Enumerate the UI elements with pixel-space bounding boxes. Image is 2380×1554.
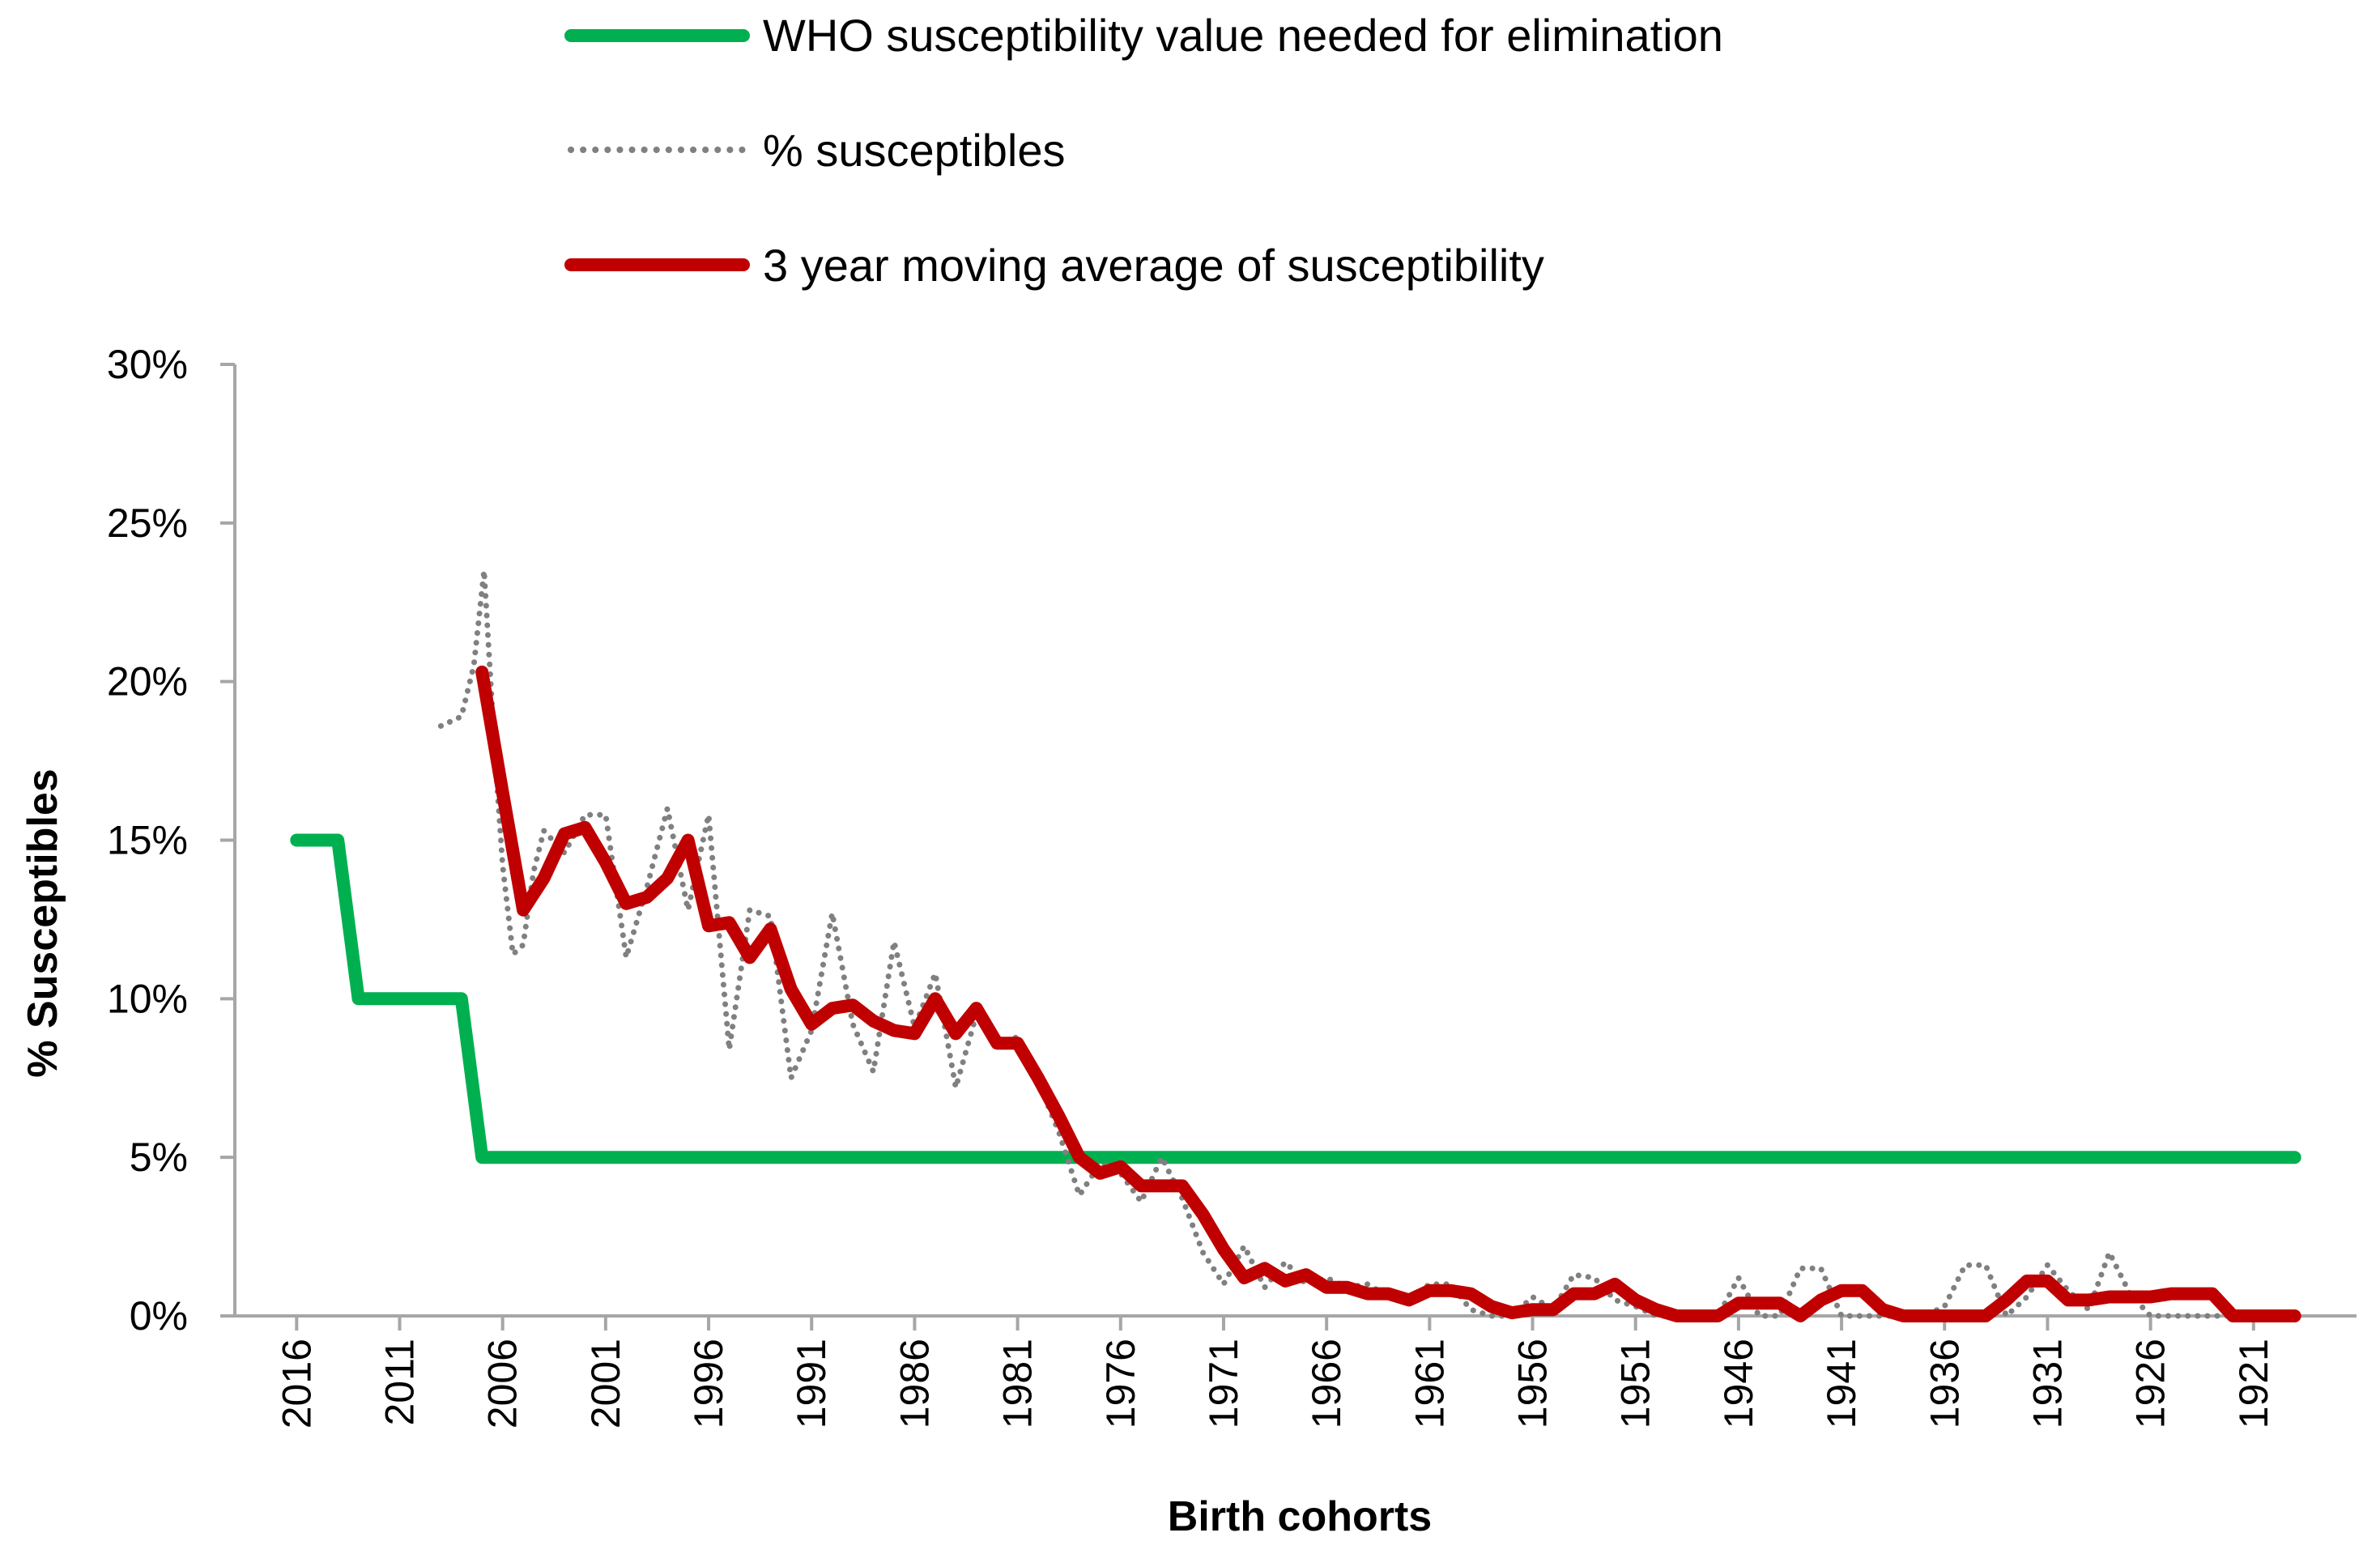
- y-tick-label: 10%: [107, 976, 188, 1021]
- series-line-who: [290, 833, 2301, 1164]
- x-tick-label: 1996: [686, 1339, 731, 1428]
- x-tick-label: 1941: [1819, 1339, 1864, 1428]
- x-tick-label: 1986: [892, 1339, 937, 1428]
- x-tick-label: 2006: [480, 1339, 526, 1428]
- x-axis-title: Birth cohorts: [1168, 1493, 1432, 1540]
- x-tick-label: 1946: [1716, 1339, 1761, 1428]
- x-tick-label: 1921: [2231, 1339, 2276, 1428]
- x-tick-label: 1991: [789, 1339, 834, 1428]
- y-axis-title: % Susceptibles: [19, 768, 66, 1077]
- y-tick-label: 30%: [107, 342, 188, 387]
- legend-item-susceptibles: % susceptibles: [568, 125, 1066, 176]
- series-line-moving-average: [475, 665, 2301, 1322]
- x-tick-label: 1971: [1201, 1339, 1246, 1428]
- x-tick-label: 2001: [583, 1339, 628, 1428]
- legend-label-susceptibles: % susceptibles: [763, 125, 1066, 176]
- plot-area: 0% 5% 10% 15% 20% 25% 30% 2016 2011 2006 2001 1996 1…: [107, 342, 2357, 1428]
- y-tick-label: 0%: [130, 1293, 188, 1339]
- x-tick-label: 1956: [1510, 1339, 1556, 1428]
- legend-item-who: WHO susceptibility value needed for elim…: [564, 10, 1723, 61]
- y-tick-label: 5%: [130, 1135, 188, 1180]
- x-tick-label: 2011: [377, 1339, 422, 1426]
- legend-item-moving-average: 3 year moving average of susceptibility: [564, 240, 1544, 291]
- y-tick-label: 15%: [107, 818, 188, 863]
- x-tick-label: 1976: [1098, 1339, 1143, 1428]
- y-tick-label: 20%: [107, 659, 188, 705]
- legend-label-moving-average: 3 year moving average of susceptibility: [763, 240, 1544, 291]
- series-line-susceptibles: [437, 568, 2298, 1319]
- legend-label-who: WHO susceptibility value needed for elim…: [763, 10, 1723, 61]
- x-tick-label: 1926: [2128, 1339, 2174, 1428]
- x-tick-label: 1931: [2024, 1339, 2070, 1428]
- x-tick-label: 2016: [274, 1339, 319, 1428]
- x-tick-label: 1951: [1613, 1339, 1658, 1428]
- x-tick-label: 1936: [1922, 1339, 1967, 1428]
- y-tick-label: 25%: [107, 500, 188, 546]
- x-tick-label: 1961: [1407, 1339, 1452, 1428]
- x-tick-label: 1966: [1304, 1339, 1349, 1428]
- legend: WHO susceptibility value needed for elim…: [564, 10, 1723, 291]
- x-tick-label: 1981: [995, 1339, 1041, 1428]
